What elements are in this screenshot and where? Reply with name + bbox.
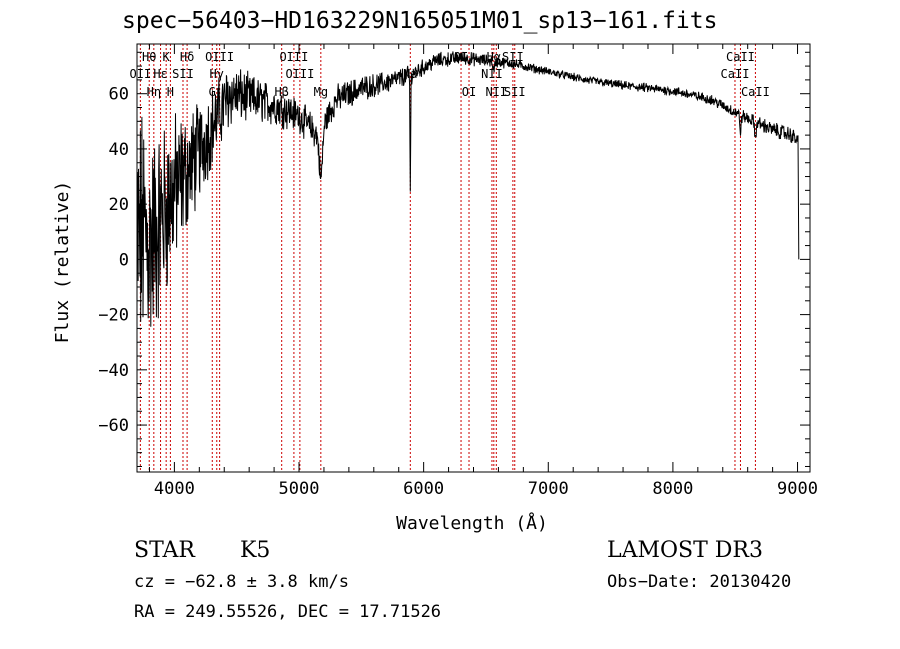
line-label: Hβ	[274, 85, 288, 99]
line-label: OI	[462, 85, 476, 99]
spectrum-line	[136, 51, 800, 327]
line-label: Hα	[487, 50, 501, 64]
line-label: SII	[504, 85, 526, 99]
line-label: SII	[172, 67, 194, 81]
x-tick-label: 4000	[154, 479, 195, 499]
line-label: Mg	[314, 85, 328, 99]
x-tick-label: 5000	[279, 479, 320, 499]
y-tick-label: −60	[98, 416, 129, 436]
object-class: K5	[240, 538, 271, 563]
axes: 4000 5000 6000 7000 8000 9000 −60 −40 −20 0 20 40 60	[98, 43, 818, 499]
chart-title: spec−56403−HD163229N165051M01_sp13−161.f…	[122, 8, 718, 34]
y-tick-label: −20	[98, 306, 129, 326]
x-tick-label: 8000	[652, 479, 693, 499]
x-tick-label: 7000	[528, 479, 569, 499]
x-tick-label: 9000	[777, 479, 818, 499]
line-label: H	[167, 85, 174, 99]
line-label: SII	[502, 50, 524, 64]
observation-date: Obs−Date: 20130420	[607, 572, 792, 592]
x-axis-label: Wavelength (Å)	[396, 512, 548, 534]
line-label: Hη	[147, 85, 161, 99]
line-labels: Hθ OII Hη K HHε Hδ SII OIII Hγ G OIII OIII Hβ Mg Na OI O…	[130, 50, 770, 99]
line-label: CaII	[741, 85, 770, 99]
line-label: Hδ	[180, 50, 194, 64]
y-tick-label: 40	[109, 140, 129, 160]
line-label: Hε	[153, 67, 167, 81]
line-label: NII	[485, 85, 507, 99]
line-label: OIII	[205, 50, 234, 64]
line-label: G	[209, 85, 216, 99]
line-label: OI	[454, 50, 468, 64]
line-label: CaII	[726, 50, 755, 64]
survey-name: LAMOST DR3	[607, 538, 763, 563]
line-label: Hθ	[142, 50, 156, 64]
spectrum-series	[136, 51, 800, 327]
x-tick-label: 6000	[403, 479, 444, 499]
y-tick-label: 60	[109, 85, 129, 105]
line-label: OIII	[285, 67, 314, 81]
line-label: Na	[403, 67, 417, 81]
y-tick-label: −40	[98, 361, 129, 381]
ra-dec: RA = 249.55526, DEC = 17.71526	[134, 602, 442, 622]
y-tick-label: 0	[119, 250, 129, 270]
line-label: OII	[130, 67, 152, 81]
y-axis-label: Flux (relative)	[52, 181, 73, 344]
line-label: NII	[481, 67, 503, 81]
line-label: Hγ	[210, 67, 224, 81]
line-label: CaII	[721, 67, 750, 81]
object-type: STAR	[134, 538, 195, 563]
line-label: OIII	[279, 50, 308, 64]
line-label: K	[163, 50, 171, 64]
redshift-cz: cz = −62.8 ± 3.8 km/s	[134, 572, 349, 592]
y-tick-label: 20	[109, 195, 129, 215]
